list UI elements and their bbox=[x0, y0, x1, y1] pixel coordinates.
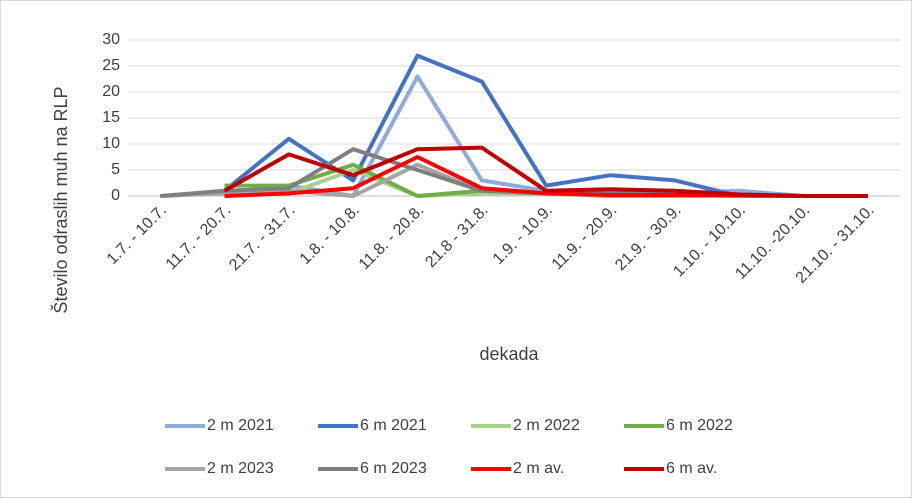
x-axis-label: dekada bbox=[479, 344, 539, 364]
legend-label: 6 m av. bbox=[666, 460, 717, 477]
y-tick-label: 0 bbox=[111, 187, 120, 204]
legend-label: 2 m 2021 bbox=[207, 417, 274, 434]
legend-label: 2 m 2023 bbox=[207, 460, 274, 477]
legend-label: 6 m 2022 bbox=[666, 417, 733, 434]
y-tick-label: 15 bbox=[102, 109, 120, 126]
y-tick-label: 30 bbox=[102, 31, 120, 48]
y-tick-label: 20 bbox=[102, 83, 120, 100]
legend-label: 2 m 2022 bbox=[513, 417, 580, 434]
legend-label: 2 m av. bbox=[513, 460, 564, 477]
y-tick-label: 25 bbox=[102, 57, 120, 74]
y-tick-label: 5 bbox=[111, 161, 120, 178]
legend-label: 6 m 2021 bbox=[360, 417, 427, 434]
series-line bbox=[223, 145, 868, 198]
y-tick-label: 10 bbox=[102, 135, 120, 152]
y-axis-label: Število odraslih muh na RLP bbox=[50, 86, 71, 313]
legend-label: 6 m 2023 bbox=[360, 460, 427, 477]
